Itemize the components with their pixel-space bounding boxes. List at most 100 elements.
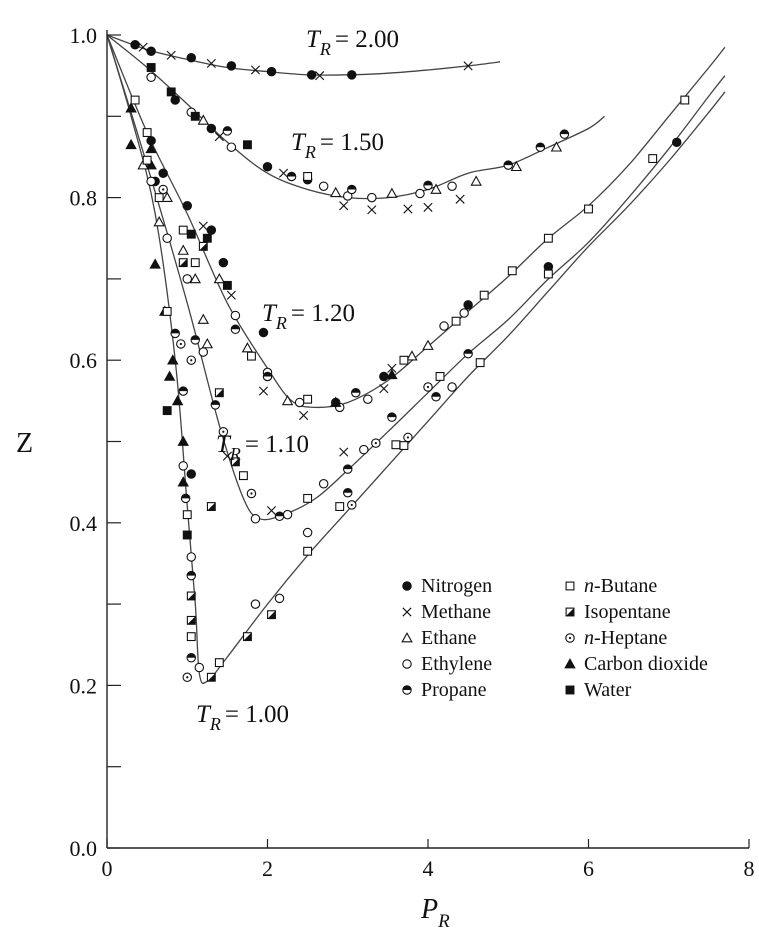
data-point-open-circle	[178, 461, 188, 471]
data-point-cross	[339, 447, 349, 457]
curve-label-tr-1-20-sub: R	[275, 313, 287, 333]
data-point-open-circle	[282, 509, 293, 520]
data-point-cross	[138, 42, 148, 52]
x-axis-title-main: P	[420, 894, 438, 925]
data-point-cross	[226, 290, 236, 300]
data-point-open-circle	[439, 321, 449, 331]
data-point-open-circle	[230, 310, 241, 321]
data-point-dotted-circle	[218, 426, 229, 437]
legend-item-propane: Propane	[402, 679, 487, 701]
curve-t-r-1-50	[106, 34, 605, 200]
data-point-open-square	[475, 358, 485, 368]
data-point-half-circle	[190, 335, 201, 345]
data-point-half-circle	[387, 412, 397, 422]
data-point-cross	[206, 58, 216, 69]
x-tick-label: 4	[423, 856, 434, 881]
data-point-half-circle	[170, 328, 180, 339]
y-tick-label: 0.8	[70, 186, 98, 211]
data-point-open-square	[584, 204, 593, 214]
data-point-filled-circle	[182, 200, 193, 211]
legend-label: Propane	[421, 679, 487, 701]
data-point-half-circle	[351, 387, 361, 398]
data-point-filled-circle	[306, 70, 317, 80]
data-point-open-circle	[302, 527, 313, 538]
legend-label: Carbon dioxide	[584, 653, 708, 675]
legend-marker-cross	[402, 607, 412, 617]
data-point-cross	[463, 61, 473, 71]
data-point-open-circle	[162, 233, 172, 244]
data-point-filled-circle	[266, 66, 277, 77]
legend-marker-half-circle	[402, 685, 412, 695]
data-point-cross	[299, 410, 309, 421]
data-point-open-circle	[226, 142, 237, 152]
data-point-filled-circle	[170, 95, 180, 105]
data-point-filled-square	[202, 233, 212, 243]
legend-item-n-heptane: n-Heptane	[565, 627, 667, 649]
data-point-open-triangle	[241, 342, 254, 353]
data-point-filled-circle	[146, 135, 156, 146]
curve-label-tr-2-00-t: T	[306, 26, 322, 53]
legend-marker-open-circle	[402, 659, 412, 669]
curve-t-r-1-10	[106, 34, 726, 521]
legend-label: Ethylene	[421, 653, 492, 675]
data-point-dotted-circle	[423, 382, 433, 392]
x-axis-title-sub: R	[437, 911, 450, 932]
data-point-filled-triangle	[163, 370, 176, 381]
x-tick-label: 6	[583, 856, 594, 881]
data-point-open-circle	[182, 274, 193, 284]
data-point-open-triangle	[153, 216, 165, 227]
y-axis-title: Z	[16, 428, 33, 459]
data-point-half-circle	[262, 371, 273, 382]
data-point-filled-square	[166, 87, 176, 97]
data-point-half-circle	[431, 392, 441, 402]
data-point-open-circle	[367, 192, 377, 203]
data-point-dotted-circle	[176, 339, 186, 349]
data-point-dotted-circle	[186, 355, 197, 365]
curve-label-tr-1-20-t: T	[262, 300, 278, 327]
data-point-half-circle	[222, 126, 233, 136]
x-tick-label: 0	[102, 856, 113, 881]
data-point-open-triangle	[197, 313, 210, 324]
data-point-open-circle	[363, 394, 373, 404]
data-point-filled-circle	[672, 137, 682, 148]
legend-marker-filled-circle	[402, 581, 412, 591]
data-point-open-square	[238, 471, 248, 481]
data-point-filled-square	[146, 63, 156, 72]
y-tick-label: 0.2	[70, 673, 98, 698]
data-point-filled-circle	[226, 61, 237, 71]
data-point-half-square	[186, 615, 196, 625]
curve-label-tr-1-10: TR = 1.10	[216, 431, 309, 464]
data-point-dotted-circle	[246, 488, 257, 499]
data-point-half-circle	[463, 348, 473, 359]
data-point-filled-square	[186, 229, 196, 239]
data-point-cross	[222, 451, 232, 461]
data-point-open-circle	[274, 593, 285, 604]
data-point-filled-circle	[206, 123, 217, 134]
legend-label: Methane	[421, 601, 491, 623]
data-point-half-square	[198, 241, 208, 251]
data-point-open-square	[543, 233, 553, 243]
data-point-open-square	[507, 266, 517, 276]
data-point-open-circle	[194, 662, 205, 673]
data-point-cross	[403, 204, 413, 214]
data-point-dotted-circle	[347, 500, 357, 510]
data-point-open-square	[335, 502, 345, 511]
curve-label-tr-1-00-sub: R	[209, 714, 221, 734]
curve-label-tr-1-20-value: = 1.20	[291, 300, 355, 327]
data-point-filled-square	[242, 140, 252, 150]
data-point-cross	[258, 386, 269, 396]
data-point-filled-triangle	[167, 354, 179, 365]
data-point-open-square	[178, 225, 188, 235]
data-point-cross	[266, 506, 277, 516]
data-point-open-circle	[198, 347, 209, 357]
data-point-open-circle	[447, 382, 457, 392]
y-tick-label: 0.4	[70, 511, 98, 536]
data-point-open-circle	[415, 188, 425, 199]
data-point-open-square	[451, 316, 461, 326]
data-point-filled-triangle	[125, 102, 137, 113]
data-point-cross	[367, 205, 377, 215]
data-point-half-circle	[230, 324, 241, 335]
data-point-open-triangle	[189, 272, 202, 284]
data-point-open-square	[303, 546, 313, 556]
